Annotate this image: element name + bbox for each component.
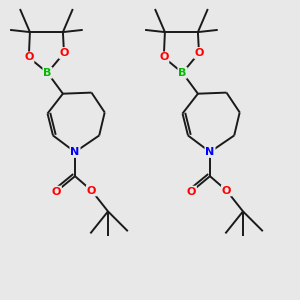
Text: O: O [24,52,34,62]
Text: O: O [59,48,69,58]
Text: O: O [194,48,204,58]
Text: O: O [159,52,169,62]
Text: O: O [87,185,96,196]
Text: O: O [222,185,231,196]
Text: O: O [187,187,196,196]
Text: N: N [206,147,214,157]
Text: B: B [178,68,187,78]
Text: O: O [52,187,61,196]
Text: B: B [43,68,52,78]
Text: N: N [70,147,80,157]
